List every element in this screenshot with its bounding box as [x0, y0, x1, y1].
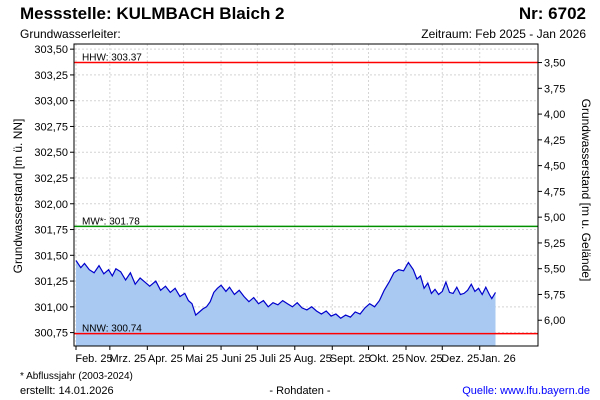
y-tick-label-right: 4,00	[544, 109, 565, 121]
y-axis-right: 3,50 3,75 4,00 4,25 4,50 4,75 5,00 5,25 5,50 5,75…	[538, 58, 565, 327]
series-line	[75, 260, 497, 319]
station-number: Nr: 6702	[518, 4, 586, 23]
plot-frame	[73, 43, 539, 347]
y-axis-label-left: Grundwasserstand [m ü. NN]	[11, 119, 25, 274]
y-tick-label-left: 302,00	[34, 199, 68, 211]
y-tick-label-right: 5,00	[544, 212, 565, 224]
reference-line-label: HHW: 303.37	[82, 53, 142, 64]
aquifer-label: Grundwasserleiter:	[20, 27, 121, 41]
y-tick-label-right: 5,25	[544, 238, 565, 250]
x-tick-label: Sept. 25	[330, 353, 371, 365]
y-tick-label-left: 302,50	[34, 147, 68, 159]
x-tick-label: Jan. 26	[480, 353, 516, 365]
y-tick-label-right: 4,50	[544, 161, 565, 173]
reference-line-label: NNW: 300.74	[82, 324, 142, 335]
y-tick-label-left: 301,75	[34, 225, 68, 237]
y-tick-label-left: 301,00	[34, 302, 68, 314]
y-tick-label-left: 300,75	[34, 328, 68, 340]
y-tick-label-right: 3,50	[544, 58, 565, 70]
x-tick-label: Juni 25	[221, 353, 256, 365]
y-tick-label-left: 302,75	[34, 121, 68, 133]
y-tick-label-right: 5,75	[544, 289, 565, 301]
y-tick-label-right: 4,25	[544, 135, 565, 147]
x-tick-label: Dez. 25	[441, 353, 479, 365]
y-tick-label-left: 302,25	[34, 173, 68, 185]
y-axis-label-right: Grundwasserstand [m u. Gelände]	[579, 99, 593, 282]
reference-lines: HHW: 303.37 MW*: 301.78 NNW: 300.74	[74, 53, 538, 335]
y-tick-label-left: 301,25	[34, 276, 68, 288]
y-tick-label-right: 6,00	[544, 315, 565, 327]
x-tick-label: Mrz. 25	[110, 353, 147, 365]
page-title: Messstelle: KULMBACH Blaich 2	[20, 4, 285, 23]
x-tick-label: Okt. 25	[369, 353, 404, 365]
x-tick-label: Feb. 25	[75, 353, 112, 365]
y-tick-label-left: 303,25	[34, 70, 68, 82]
y-tick-label-left: 303,00	[34, 96, 68, 108]
y-tick-label-left: 303,50	[34, 44, 68, 56]
reference-line-label: MW*: 301.78	[82, 216, 140, 227]
x-tick-label: Juli 25	[259, 353, 291, 365]
footnote: * Abflussjahr (2003-2024)	[20, 371, 133, 382]
y-axis-left: 303,50 303,25 303,00 302,75 302,50 302,25 302,…	[34, 44, 74, 340]
y-tick-label-right: 5,50	[544, 264, 565, 276]
raw-data-note: - Rohdaten -	[269, 385, 331, 397]
x-tick-label: Nov. 25	[405, 353, 442, 365]
y-tick-label-right: 4,75	[544, 186, 565, 198]
x-tick-label: Mai 25	[185, 353, 218, 365]
period-label: Zeitraum: Feb 2025 - Jan 2026	[421, 27, 586, 41]
x-tick-label: Aug. 25	[294, 353, 332, 365]
series-group	[75, 260, 497, 346]
y-tick-label-left: 301,50	[34, 250, 68, 262]
x-tick-label: Apr. 25	[148, 353, 183, 365]
y-tick-label-right: 3,75	[544, 83, 565, 95]
created-date: erstellt: 14.01.2026	[20, 385, 114, 397]
source-link[interactable]: Quelle: www.lfu.bayern.de	[462, 385, 590, 397]
